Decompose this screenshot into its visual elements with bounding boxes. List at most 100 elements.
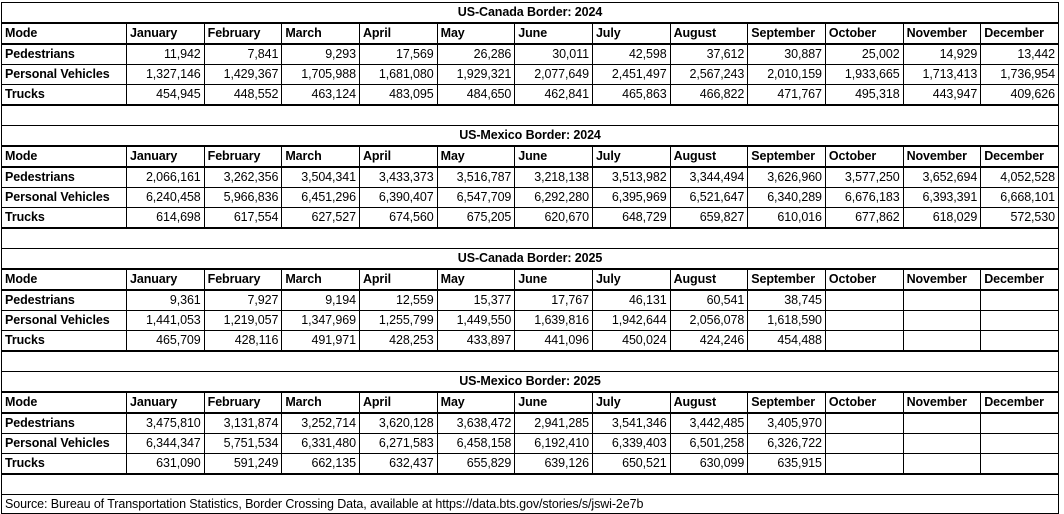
value-cell: 3,252,714 bbox=[281, 412, 360, 434]
value-cell: 9,361 bbox=[126, 289, 205, 311]
table-row: Pedestrians 3,475,810 3,131,874 3,252,714 3,… bbox=[1, 412, 1059, 434]
row-label: Personal Vehicles bbox=[1, 187, 127, 208]
month-column-header: March bbox=[281, 268, 360, 291]
value-cell: 6,339,403 bbox=[591, 433, 671, 454]
value-cell: 11,942 bbox=[126, 43, 205, 65]
month-column-header: January bbox=[126, 145, 205, 168]
row-label: Trucks bbox=[1, 453, 127, 475]
value-cell: 1,618,590 bbox=[747, 310, 826, 331]
row-label: Personal Vehicles bbox=[1, 310, 127, 331]
value-cell: 3,262,356 bbox=[203, 166, 283, 188]
value-cell: 30,011 bbox=[514, 43, 593, 65]
value-cell: 454,488 bbox=[747, 330, 826, 352]
value-cell: 428,253 bbox=[358, 330, 438, 352]
value-cell bbox=[980, 453, 1059, 475]
value-cell bbox=[824, 310, 904, 331]
value-cell: 9,194 bbox=[281, 289, 360, 311]
value-cell: 1,219,057 bbox=[203, 310, 283, 331]
table-us-mexico-border-2024: US-Mexico Border: 2024 Mode January Februar… bbox=[1, 125, 1059, 229]
value-cell: 572,530 bbox=[980, 207, 1059, 229]
value-cell: 484,650 bbox=[436, 84, 516, 106]
value-cell: 639,126 bbox=[514, 453, 593, 475]
month-column-header: April bbox=[358, 391, 438, 414]
value-cell: 3,620,128 bbox=[358, 412, 438, 434]
value-cell: 3,504,341 bbox=[281, 166, 360, 188]
value-cell: 6,340,289 bbox=[747, 187, 826, 208]
row-label: Personal Vehicles bbox=[1, 64, 127, 85]
value-cell: 1,429,367 bbox=[203, 64, 283, 85]
value-cell: 2,010,159 bbox=[747, 64, 826, 85]
value-cell: 30,887 bbox=[747, 43, 826, 65]
value-cell: 3,344,494 bbox=[669, 166, 749, 188]
month-column-header: June bbox=[514, 145, 593, 168]
month-column-header: December bbox=[980, 268, 1059, 291]
value-cell: 6,326,722 bbox=[747, 433, 826, 454]
table-separator bbox=[1, 229, 1059, 248]
value-cell bbox=[824, 330, 904, 352]
month-column-header: October bbox=[824, 22, 904, 45]
month-column-header: July bbox=[591, 22, 671, 45]
value-cell: 2,066,161 bbox=[126, 166, 205, 188]
value-cell: 17,767 bbox=[514, 289, 593, 311]
mode-column-header: Mode bbox=[1, 22, 127, 45]
month-column-header: May bbox=[436, 391, 516, 414]
month-column-header: October bbox=[824, 391, 904, 414]
month-column-header: August bbox=[669, 268, 749, 291]
value-cell bbox=[902, 433, 982, 454]
value-cell: 450,024 bbox=[591, 330, 671, 352]
month-column-header: February bbox=[203, 268, 283, 291]
value-cell: 1,705,988 bbox=[281, 64, 360, 85]
value-cell: 6,192,410 bbox=[514, 433, 593, 454]
value-cell: 6,344,347 bbox=[126, 433, 205, 454]
value-cell: 428,116 bbox=[203, 330, 283, 352]
value-cell: 2,567,243 bbox=[669, 64, 749, 85]
value-cell: 617,554 bbox=[203, 207, 283, 229]
value-cell: 1,441,053 bbox=[126, 310, 205, 331]
month-column-header: December bbox=[980, 391, 1059, 414]
value-cell: 3,638,472 bbox=[436, 412, 516, 434]
month-column-header: October bbox=[824, 145, 904, 168]
month-column-header: September bbox=[747, 391, 826, 414]
value-cell: 17,569 bbox=[358, 43, 438, 65]
value-cell: 618,029 bbox=[902, 207, 982, 229]
value-cell bbox=[824, 453, 904, 475]
value-cell: 6,395,969 bbox=[591, 187, 671, 208]
value-cell: 7,841 bbox=[203, 43, 283, 65]
value-cell: 635,915 bbox=[747, 453, 826, 475]
value-cell: 610,016 bbox=[747, 207, 826, 229]
value-cell: 471,767 bbox=[747, 84, 826, 106]
table-title: US-Canada Border: 2024 bbox=[1, 2, 1059, 24]
value-cell: 614,698 bbox=[126, 207, 205, 229]
value-cell: 1,327,146 bbox=[126, 64, 205, 85]
month-column-header: August bbox=[669, 391, 749, 414]
value-cell: 7,927 bbox=[203, 289, 283, 311]
mode-column-header: Mode bbox=[1, 145, 127, 168]
month-column-header: March bbox=[281, 145, 360, 168]
value-cell: 3,577,250 bbox=[824, 166, 904, 188]
value-cell: 3,405,970 bbox=[747, 412, 826, 434]
row-label: Pedestrians bbox=[1, 412, 127, 434]
value-cell: 4,052,528 bbox=[980, 166, 1059, 188]
value-cell: 38,745 bbox=[747, 289, 826, 311]
value-cell: 5,966,836 bbox=[203, 187, 283, 208]
value-cell: 462,841 bbox=[514, 84, 593, 106]
table-separator bbox=[1, 352, 1059, 371]
value-cell: 6,458,158 bbox=[436, 433, 516, 454]
value-cell: 677,862 bbox=[824, 207, 904, 229]
value-cell: 12,559 bbox=[358, 289, 438, 311]
value-cell bbox=[980, 412, 1059, 434]
value-cell: 463,124 bbox=[281, 84, 360, 106]
value-cell: 409,626 bbox=[980, 84, 1059, 106]
value-cell: 483,095 bbox=[358, 84, 438, 106]
value-cell: 650,521 bbox=[591, 453, 671, 475]
table-row: Pedestrians 11,942 7,841 9,293 17,569 26,286 3… bbox=[1, 43, 1059, 65]
month-column-header: April bbox=[358, 268, 438, 291]
value-cell bbox=[902, 412, 982, 434]
row-label: Trucks bbox=[1, 84, 127, 106]
month-column-header: November bbox=[902, 391, 982, 414]
table-row: Personal Vehicles 1,327,146 1,429,367 1,705… bbox=[1, 64, 1059, 85]
mode-column-header: Mode bbox=[1, 391, 127, 414]
value-cell: 6,292,280 bbox=[514, 187, 593, 208]
value-cell bbox=[980, 289, 1059, 311]
value-cell bbox=[980, 310, 1059, 331]
